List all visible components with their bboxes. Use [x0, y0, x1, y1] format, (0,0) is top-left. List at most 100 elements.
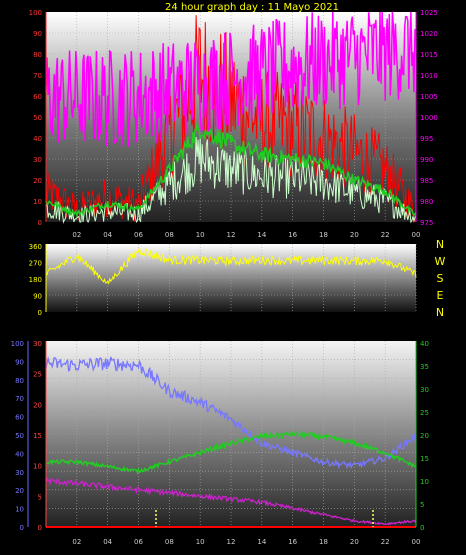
x-tick-label: 08 — [165, 538, 174, 546]
axis-tick-label: 35 — [420, 363, 429, 371]
axis-tick-label: 100 — [29, 9, 42, 17]
axis-tick-label: 70 — [33, 72, 42, 80]
x-tick-label: 04 — [103, 538, 112, 546]
axis-tick-label: 50 — [15, 432, 24, 440]
x-tick-label: 18 — [319, 231, 328, 239]
axis-tick-label: 10 — [15, 506, 24, 514]
compass-label: W — [435, 255, 446, 268]
axis-tick-label: 990 — [420, 156, 433, 164]
axis-tick-label: 20 — [33, 401, 42, 409]
x-tick-label: 08 — [165, 231, 174, 239]
axis-tick-label: 5 — [38, 493, 42, 501]
axis-tick-label: 0 — [420, 524, 424, 532]
bottom-right-axis-labels: 40 35 30 25 20 15 10 5 0 — [420, 340, 429, 532]
wind-direction-series — [45, 247, 417, 285]
axis-tick-label: 40 — [15, 450, 24, 458]
humidity-series — [45, 356, 417, 470]
x-tick-label: 04 — [103, 231, 112, 239]
axis-tick-label: 180 — [29, 276, 42, 284]
axis-tick-label: 1015 — [420, 51, 438, 59]
temperature-series — [45, 429, 416, 475]
x-tick-label: 22 — [381, 538, 390, 546]
x-tick-label: 20 — [350, 538, 359, 546]
bottom-dew-axis-labels: 30 25 20 15 10 5 0 — [33, 340, 42, 532]
x-tick-label: 06 — [134, 538, 143, 546]
axis-tick-label: 60 — [33, 93, 42, 101]
compass-label: N — [436, 306, 444, 319]
axis-tick-label: 270 — [29, 260, 42, 268]
x-tick-label: 14 — [257, 231, 266, 239]
axis-tick-label: 10 — [33, 463, 42, 471]
x-tick-label: 16 — [288, 538, 297, 546]
top-right-axis-labels: 1025 1020 1015 1010 1005 1000 995 990 985 980 975 — [420, 9, 438, 227]
axis-tick-label: 10 — [420, 478, 429, 486]
top-x-axis-labels: 02 04 06 08 10 12 14 16 18 20 22 00 — [72, 231, 420, 239]
x-tick-label: 06 — [134, 231, 143, 239]
axis-tick-label: 0 — [38, 309, 42, 317]
dewpoint-series — [45, 476, 417, 526]
axis-tick-label: 90 — [33, 30, 42, 38]
axis-tick-label: 20 — [33, 177, 42, 185]
compass-label: E — [437, 289, 444, 302]
axis-tick-label: 25 — [420, 409, 429, 417]
axis-tick-label: 30 — [33, 340, 42, 348]
compass-label: N — [436, 238, 444, 251]
axis-tick-label: 25 — [33, 371, 42, 379]
bottom-x-axis-labels: 02 04 06 08 10 12 14 16 18 20 22 00 — [72, 538, 420, 546]
x-tick-label: 18 — [319, 538, 328, 546]
x-tick-label: 14 — [257, 538, 266, 546]
x-tick-label: 10 — [196, 538, 205, 546]
axis-tick-label: 1000 — [420, 114, 438, 122]
direction-left-axis-labels: 360 270 180 90 0 — [29, 243, 42, 317]
axis-tick-label: 90 — [33, 293, 42, 301]
axis-tick-label: 0 — [20, 524, 24, 532]
axis-tick-label: 1020 — [420, 30, 438, 38]
axis-tick-label: 20 — [15, 487, 24, 495]
axis-tick-label: 985 — [420, 177, 433, 185]
axis-tick-label: 360 — [29, 243, 42, 251]
axis-tick-label: 30 — [33, 156, 42, 164]
axis-tick-label: 70 — [15, 395, 24, 403]
axis-tick-label: 15 — [420, 455, 429, 463]
top-panel-series — [45, 11, 417, 224]
axis-tick-label: 40 — [420, 340, 429, 348]
axis-tick-label: 30 — [420, 386, 429, 394]
axis-tick-label: 20 — [420, 432, 429, 440]
axis-tick-label: 30 — [15, 469, 24, 477]
x-tick-label: 02 — [72, 538, 81, 546]
x-tick-label: 00 — [412, 538, 421, 546]
x-tick-label: 20 — [350, 231, 359, 239]
compass-label: S — [437, 272, 444, 285]
x-tick-label: 10 — [196, 231, 205, 239]
axis-tick-label: 80 — [33, 51, 42, 59]
bottom-panel-series — [45, 356, 417, 528]
axis-tick-label: 1005 — [420, 93, 438, 101]
axis-tick-label: 0 — [38, 219, 42, 227]
x-tick-label: 22 — [381, 231, 390, 239]
axis-tick-label: 60 — [15, 414, 24, 422]
axis-tick-label: 0 — [38, 524, 42, 532]
axis-tick-label: 50 — [33, 114, 42, 122]
pressure-series — [45, 11, 417, 147]
axis-tick-label: 975 — [420, 219, 433, 227]
x-tick-label: 16 — [288, 231, 297, 239]
axis-tick-label: 80 — [15, 377, 24, 385]
chart-title: 24 hour graph day : 11 Mayo 2021 — [165, 2, 339, 13]
direction-panel-grid — [46, 244, 417, 312]
axis-tick-label: 90 — [15, 358, 24, 366]
axis-tick-label: 980 — [420, 198, 433, 206]
axis-tick-label: 100 — [11, 340, 24, 348]
wind-average-series — [45, 123, 417, 218]
axis-tick-label: 5 — [420, 501, 424, 509]
axis-tick-label: 1025 — [420, 9, 438, 17]
axis-tick-label: 1010 — [420, 72, 438, 80]
axis-tick-label: 15 — [33, 432, 42, 440]
axis-tick-label: 40 — [33, 135, 42, 143]
x-tick-label: 12 — [227, 231, 236, 239]
x-tick-label: 00 — [412, 231, 421, 239]
axis-tick-label: 995 — [420, 135, 433, 143]
